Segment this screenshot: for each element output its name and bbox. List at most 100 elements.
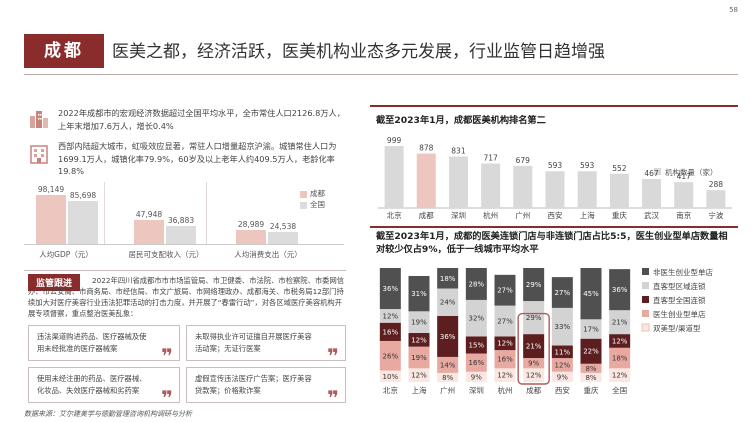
bar-value: 552: [612, 164, 627, 173]
segment-label: 12%: [526, 372, 542, 380]
segment-label: 19%: [411, 354, 427, 362]
category-label: 重庆: [584, 385, 599, 395]
gdp-bar-national: [68, 201, 98, 244]
category-label: 武汉: [644, 210, 660, 220]
bar: [674, 182, 694, 208]
violation-card: 违法渠道购进药品、医疗器械及使用未经批准的医疗器械案 ❞: [28, 325, 180, 368]
segment-label: 11%: [555, 348, 571, 356]
gdp-bar-chengdu: [36, 194, 66, 244]
bar-value: 679: [516, 156, 531, 165]
segment-label: 16%: [469, 359, 485, 367]
rank-section-title: 截至2023年1月，成都医美机构排名第二: [376, 115, 546, 126]
segment-label: 26%: [383, 352, 399, 360]
stack-segment: [609, 269, 631, 311]
legend-swatch: [642, 296, 649, 303]
segment-label: 8%: [585, 374, 596, 382]
bar-value: 467: [644, 169, 659, 178]
gdp-label: 人均GDP（元）: [39, 250, 93, 259]
segment-label: 9%: [528, 360, 539, 368]
legend-label: 直客型全国连锁: [653, 295, 706, 305]
category-label: 广州: [440, 385, 455, 395]
violation-card: 未取得执业许可证擅自开展医疗美容活动案；无证行医案 ❞: [186, 325, 346, 368]
bar-value: 417: [677, 172, 692, 181]
institution-rank-chart: 机构数量（家） 999 北京 878 成都 831 深圳 717 杭州 679 广州 593 西安 593…: [378, 136, 732, 220]
stack-segment: [551, 345, 573, 359]
bar-value: 717: [483, 154, 498, 163]
legend-label: 医生创业型单店: [653, 309, 706, 319]
consumption-value-chengdu: 28,989: [237, 219, 265, 229]
legend-swatch: [654, 168, 661, 175]
stack-segment: [494, 274, 516, 306]
segment-label: 22%: [583, 348, 599, 356]
stack-segment: [408, 346, 430, 369]
segment-label: 31%: [411, 290, 427, 298]
stack-segment: [408, 368, 430, 382]
segment-label: 33%: [555, 323, 571, 331]
category-label: 杭州: [483, 210, 498, 220]
bar: [384, 146, 404, 208]
segment-label: 15%: [469, 341, 485, 349]
segment-label: 28%: [469, 280, 485, 288]
stack-segment: [494, 350, 516, 369]
segment-label: 9%: [471, 373, 482, 381]
consumption-label: 人均消费支出（元）: [234, 250, 302, 259]
section-divider: [370, 226, 738, 228]
chain-section-title: 截至2023年1月，成都的医美连锁门店与非连锁门店占比5:5，医生创业型单店数量…: [376, 231, 728, 255]
stack-segment: [551, 358, 573, 372]
stack-segment: [494, 368, 516, 382]
category-label: 西安: [555, 385, 570, 395]
stack-segment: [523, 368, 545, 382]
quote-mark-icon: ❞: [161, 343, 173, 368]
stack-segment: [437, 315, 459, 357]
segment-label: 18%: [612, 355, 628, 363]
stack-segment: [408, 311, 430, 333]
title-divider: [24, 74, 738, 75]
stack-segment: [523, 358, 545, 369]
legend-label: 直客型区域连锁: [653, 281, 706, 291]
segment-label: 10%: [383, 373, 399, 381]
segment-label: 27%: [555, 289, 571, 297]
income-value-chengdu: 47,948: [135, 210, 163, 220]
stack-segment: [437, 356, 459, 373]
stack-segment: [408, 332, 430, 347]
stack-segment: [551, 371, 573, 382]
stack-segment: [408, 275, 430, 312]
data-source: 数据来源：艾尔建美学与德勤管理咨询机构调研与分析: [24, 410, 192, 418]
segment-label: 21%: [612, 319, 628, 327]
segment-label: 29%: [526, 281, 542, 289]
city-buildings-icon: [28, 108, 50, 130]
income-value-national: 36,883: [167, 215, 195, 225]
stack-segment: [609, 334, 631, 348]
income-bar-national: [166, 225, 196, 244]
bar-value: 878: [419, 144, 434, 153]
stack-segment: [379, 309, 401, 323]
segment-label: 12%: [612, 372, 628, 380]
stack-segment: [580, 338, 602, 364]
segment-label: 36%: [383, 285, 399, 293]
regulation-tag: 监管跟进: [28, 274, 81, 291]
bar-value: 593: [548, 161, 563, 170]
bar-value: 288: [709, 180, 724, 189]
stack-segment: [437, 268, 459, 289]
legend-swatch: [642, 268, 649, 275]
bar: [448, 156, 468, 208]
stack-segment: [379, 322, 401, 341]
stack-segment: [523, 334, 545, 359]
segment-label: 17%: [583, 325, 599, 333]
quote-mark-icon: ❞: [161, 385, 173, 410]
category-label: 成都: [419, 210, 434, 220]
section-divider: [370, 105, 738, 107]
segment-label: 12%: [497, 372, 513, 380]
quote-mark-icon: ❞: [327, 343, 339, 368]
stack-segment: [580, 319, 602, 339]
stack-segment: [609, 347, 631, 369]
stack-segment: [523, 268, 545, 302]
bar: [481, 163, 501, 208]
legend-swatch: [642, 282, 649, 289]
chain-ratio-chart: 10% 26% 16% 12% 36% 北京 12% 19% 12% 19% 31% 上海 8% 14% 3…: [379, 267, 713, 395]
bar-value: 831: [451, 146, 466, 155]
stack-segment: [494, 305, 516, 337]
category-label: 上海: [412, 385, 427, 395]
stack-segment: [551, 277, 573, 308]
city-label: 成都: [24, 34, 104, 68]
